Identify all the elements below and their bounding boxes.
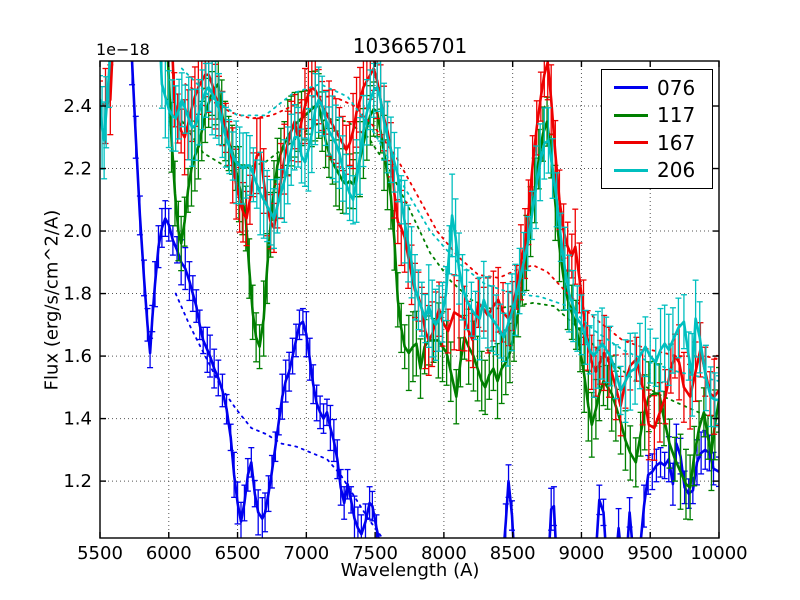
x-tick-label: 6500 [215,543,261,564]
y-tick-label: 2.0 [63,221,92,242]
series-167-continuum-line [184,83,719,361]
axis-ticks [99,61,720,538]
legend-item-206: 206 [602,160,712,180]
axes-frame [99,60,720,539]
legend-item-117: 117 [602,105,712,125]
legend-item-label: 117 [657,103,696,128]
chart-title: 103665701 [352,34,468,58]
legend-item-label: 076 [657,75,696,100]
x-tick-label: 6000 [146,543,192,564]
legend-box: 076 117 167 206 [601,69,713,189]
tick-labels: 5500 6000 6500 7000 7500 8000 8500 9000 9500 1000… [63,96,747,564]
series-206-continuum-line [180,67,719,383]
legend-item-076: 076 [602,78,712,98]
legend-item-167: 167 [602,133,712,153]
x-tick-label: 8500 [490,543,536,564]
legend-line-sample [614,113,648,117]
y-axis-offset-label: 1e−18 [96,40,150,59]
x-tick-label: 9000 [559,543,605,564]
y-tick-label: 1.2 [63,471,92,492]
y-tick-label: 1.8 [63,284,92,305]
y-tick-label: 1.4 [63,409,92,430]
x-tick-label: 9500 [627,543,673,564]
x-axis-label: Wavelength (A) [340,560,480,581]
legend-line-sample [614,168,648,172]
y-tick-label: 2.2 [63,159,92,180]
y-axis-label: Flux (erg/s/cm^2/A) [41,209,63,391]
x-tick-label: 7500 [352,543,398,564]
series-206-line [100,61,719,402]
series-076-continuum-line [174,292,384,538]
legend-line-sample [614,141,648,145]
x-tick-label: 7000 [283,543,329,564]
x-tick-label: 10000 [690,543,747,564]
series-167-line [100,61,719,430]
legend-item-label: 167 [657,130,696,155]
legend-item-label: 206 [657,158,696,183]
x-tick-label: 5500 [77,543,123,564]
y-tick-label: 2.4 [63,96,92,117]
x-tick-label: 8000 [421,543,467,564]
series-076-line [130,61,719,538]
y-tick-label: 1.6 [63,346,92,367]
legend-line-sample [614,86,648,90]
